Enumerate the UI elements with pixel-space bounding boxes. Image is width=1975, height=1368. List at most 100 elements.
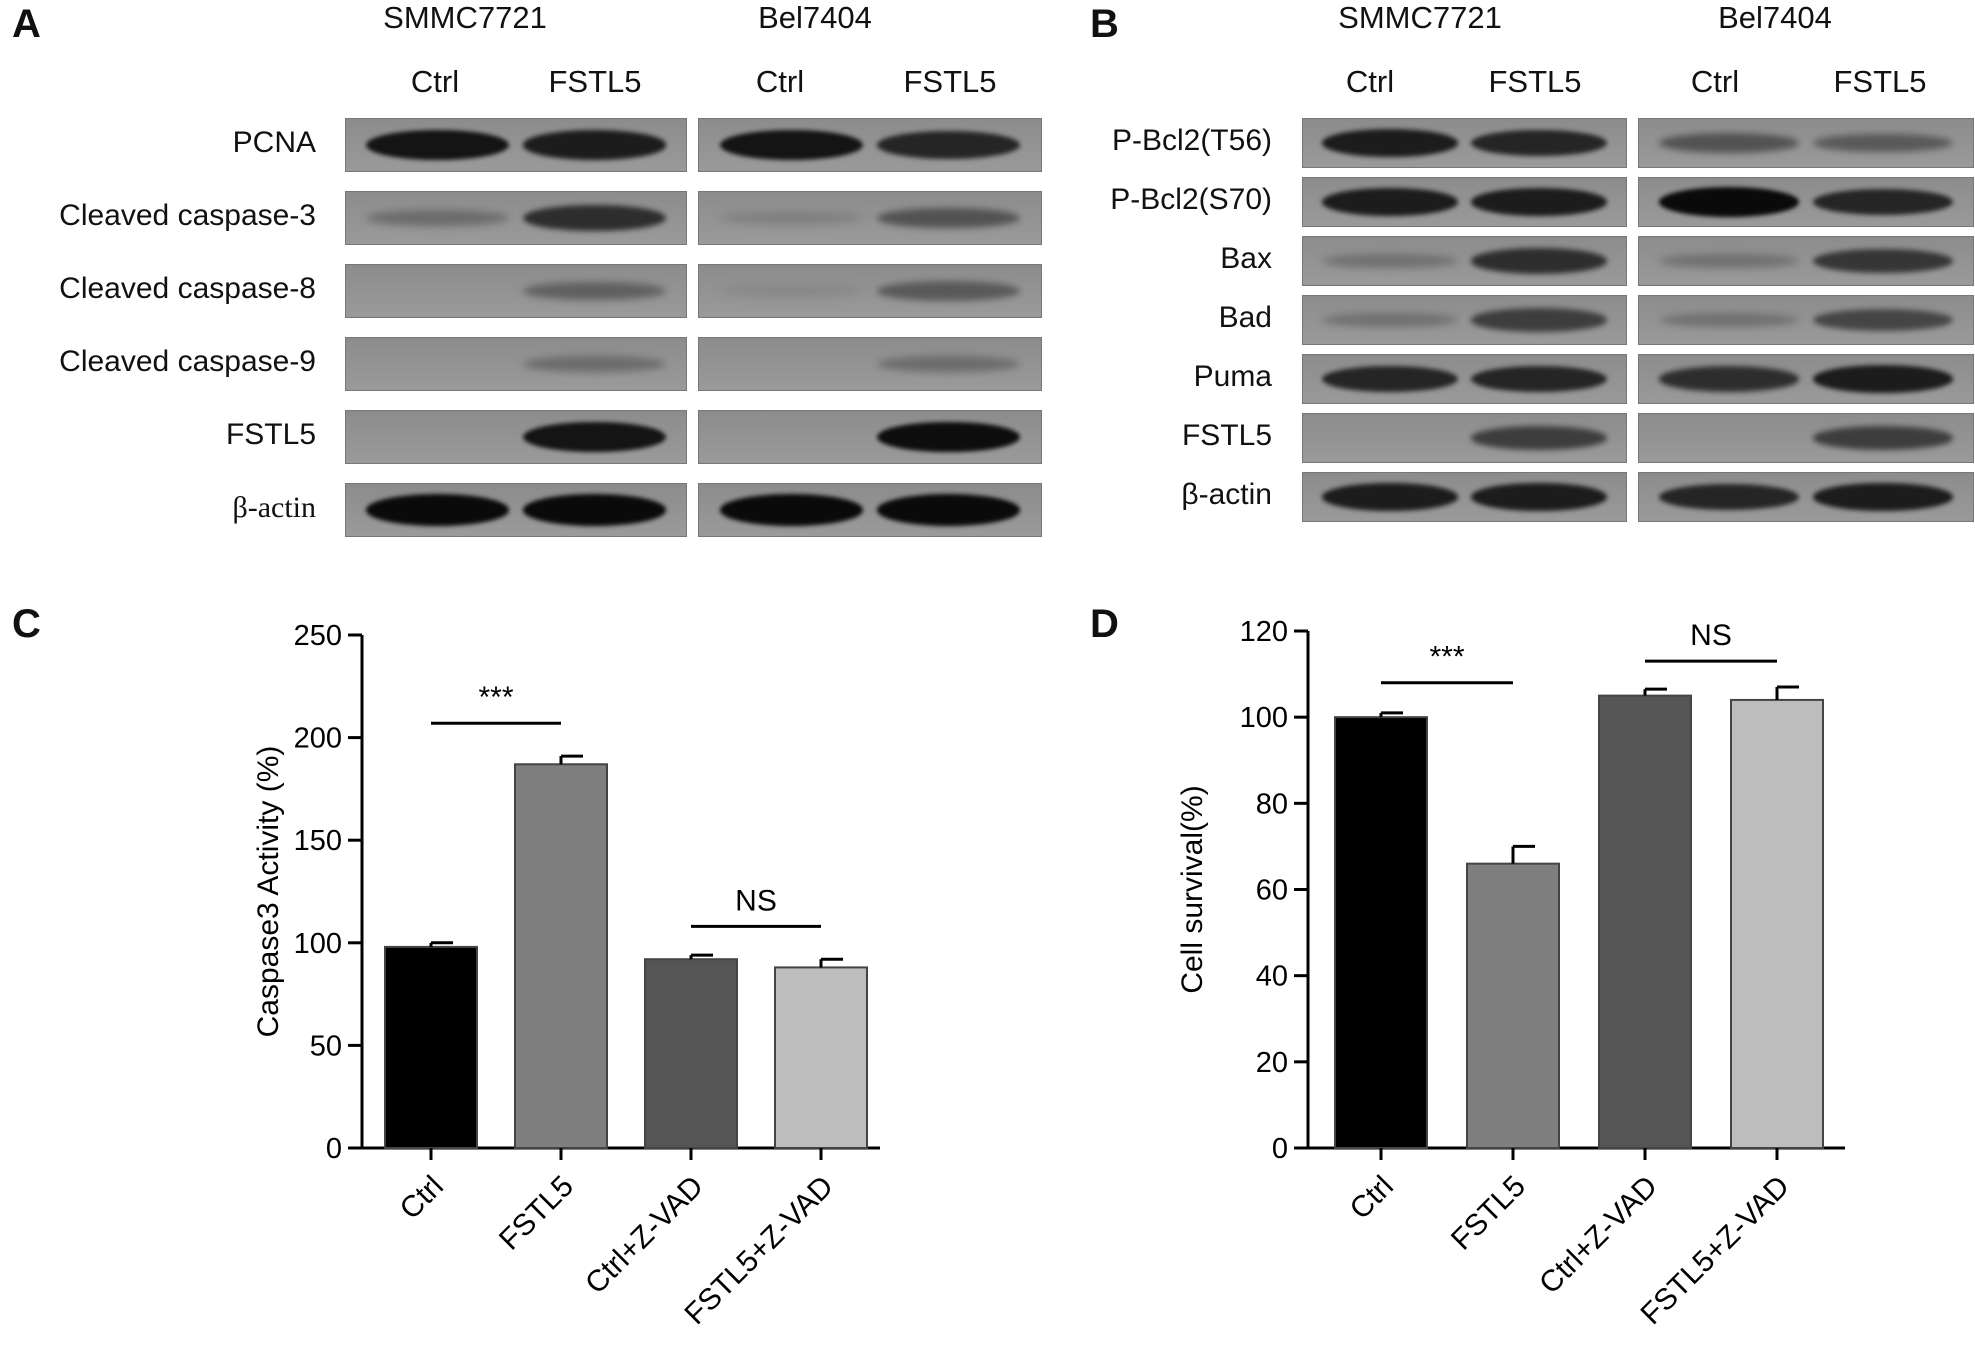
x-tick-label: Ctrl+Z-VAD [579,1170,710,1301]
blot-row-label: Cleaved caspase-9 [59,345,316,378]
panel-c-letter: C [12,602,41,646]
blot-band [1470,426,1607,450]
blot-band [1470,308,1607,332]
blot-strip [698,264,1042,318]
y-tick-label: 80 [1256,788,1288,820]
panel-d-letter: D [1090,602,1119,646]
bar [644,958,738,1149]
blot-band [1812,188,1953,216]
blot-band [1470,188,1607,216]
blot-strip [1638,354,1974,404]
bar [1598,694,1692,1149]
blot-strip [1638,413,1974,463]
blot-strip [1302,236,1627,286]
blot-band [876,421,1021,453]
blot-strip [698,118,1042,172]
blot-strip [345,191,687,245]
blot-band [719,212,864,224]
y-tick-label: 50 [310,1030,342,1062]
blot-band [1322,253,1459,269]
significance-label: *** [478,681,513,714]
blot-band [719,286,864,296]
blot-band [366,209,510,227]
blot-band [522,281,666,301]
blot-band [876,131,1021,159]
y-tick-label: 250 [294,620,342,652]
blot-band [876,281,1021,301]
blot-band [522,494,666,526]
bar [1466,862,1560,1150]
blot-strip [345,264,687,318]
panel-b-letter: B [1090,2,1119,46]
panel-b-lane-1: Ctrl [1345,64,1395,99]
blot-row-label: Bax [1220,242,1272,275]
blot-strip [698,191,1042,245]
panel-a-lane-2: FSTL5 [548,64,642,99]
blot-strip [1302,354,1627,404]
blot-strip [698,337,1042,391]
blot-strip [345,410,687,464]
bar [774,966,868,1150]
bar [1334,716,1428,1150]
y-tick-label: 20 [1256,1047,1288,1079]
blot-strip [1638,472,1974,522]
bar [1730,698,1824,1150]
blot-band [1812,483,1953,511]
blot-strip [1302,295,1627,345]
blot-strip [1638,236,1974,286]
significance-label: NS [735,884,777,917]
x-tick-label: FSTL5 [493,1170,580,1257]
blot-band [522,421,666,453]
blot-band [876,355,1021,373]
bar [384,945,478,1149]
blot-band [1659,187,1800,217]
blot-band [366,129,510,161]
panel-b-lane-4: FSTL5 [1833,64,1927,99]
blot-band [719,494,864,526]
x-tick-label: Ctrl+Z-VAD [1533,1170,1664,1301]
blot-band [719,129,864,161]
blot-row-label: β-actin [1181,478,1272,511]
panel-a-cellline-2: Bel7404 [758,0,872,35]
blot-band [1812,365,1953,393]
y-tick-label: 0 [326,1133,342,1165]
blot-band [1470,365,1607,393]
x-tick-label: FSTL5 [1445,1170,1532,1257]
blot-band [1812,308,1953,331]
blot-row-label: P-Bcl2(S70) [1110,183,1272,216]
panel-b-lane-3: Ctrl [1690,64,1740,99]
blot-row-label: Cleaved caspase-3 [59,199,316,232]
blot-band [1470,129,1607,157]
panel-b-cellline-2: Bel7404 [1718,0,1832,35]
blot-band [1322,129,1459,157]
blot-row-label: PCNA [232,126,316,159]
y-tick-label: 100 [1240,702,1288,734]
blot-band [1470,248,1607,274]
blot-strip [345,483,687,537]
blot-band [522,204,666,232]
blot-strip [1302,413,1627,463]
blot-strip [1302,118,1627,168]
significance-label: *** [1429,641,1464,674]
blot-band [1322,188,1459,216]
y-tick-label: 0 [1272,1133,1288,1165]
panel-a-lane-3: Ctrl [755,64,805,99]
panel-a-lane-4: FSTL5 [903,64,997,99]
blot-row-label: Cleaved caspase-8 [59,272,316,305]
blot-band [1659,483,1800,511]
blot-band [1659,366,1800,392]
significance-label: NS [1690,619,1732,652]
y-axis-label: Caspase3 Activity (%) [252,746,285,1038]
y-tick-label: 150 [294,825,342,857]
blot-strip [1638,118,1974,168]
blot-band [1322,365,1459,393]
blot-strip [1302,472,1627,522]
blot-row-label: FSTL5 [1181,419,1272,452]
y-tick-label: 60 [1256,875,1288,907]
blot-row-label: Puma [1193,360,1272,393]
blot-row-label: Bad [1218,301,1272,334]
panel-a-letter: A [12,2,41,46]
y-axis-label: Cell survival(%) [1176,785,1209,993]
blot-band [1812,248,1953,274]
